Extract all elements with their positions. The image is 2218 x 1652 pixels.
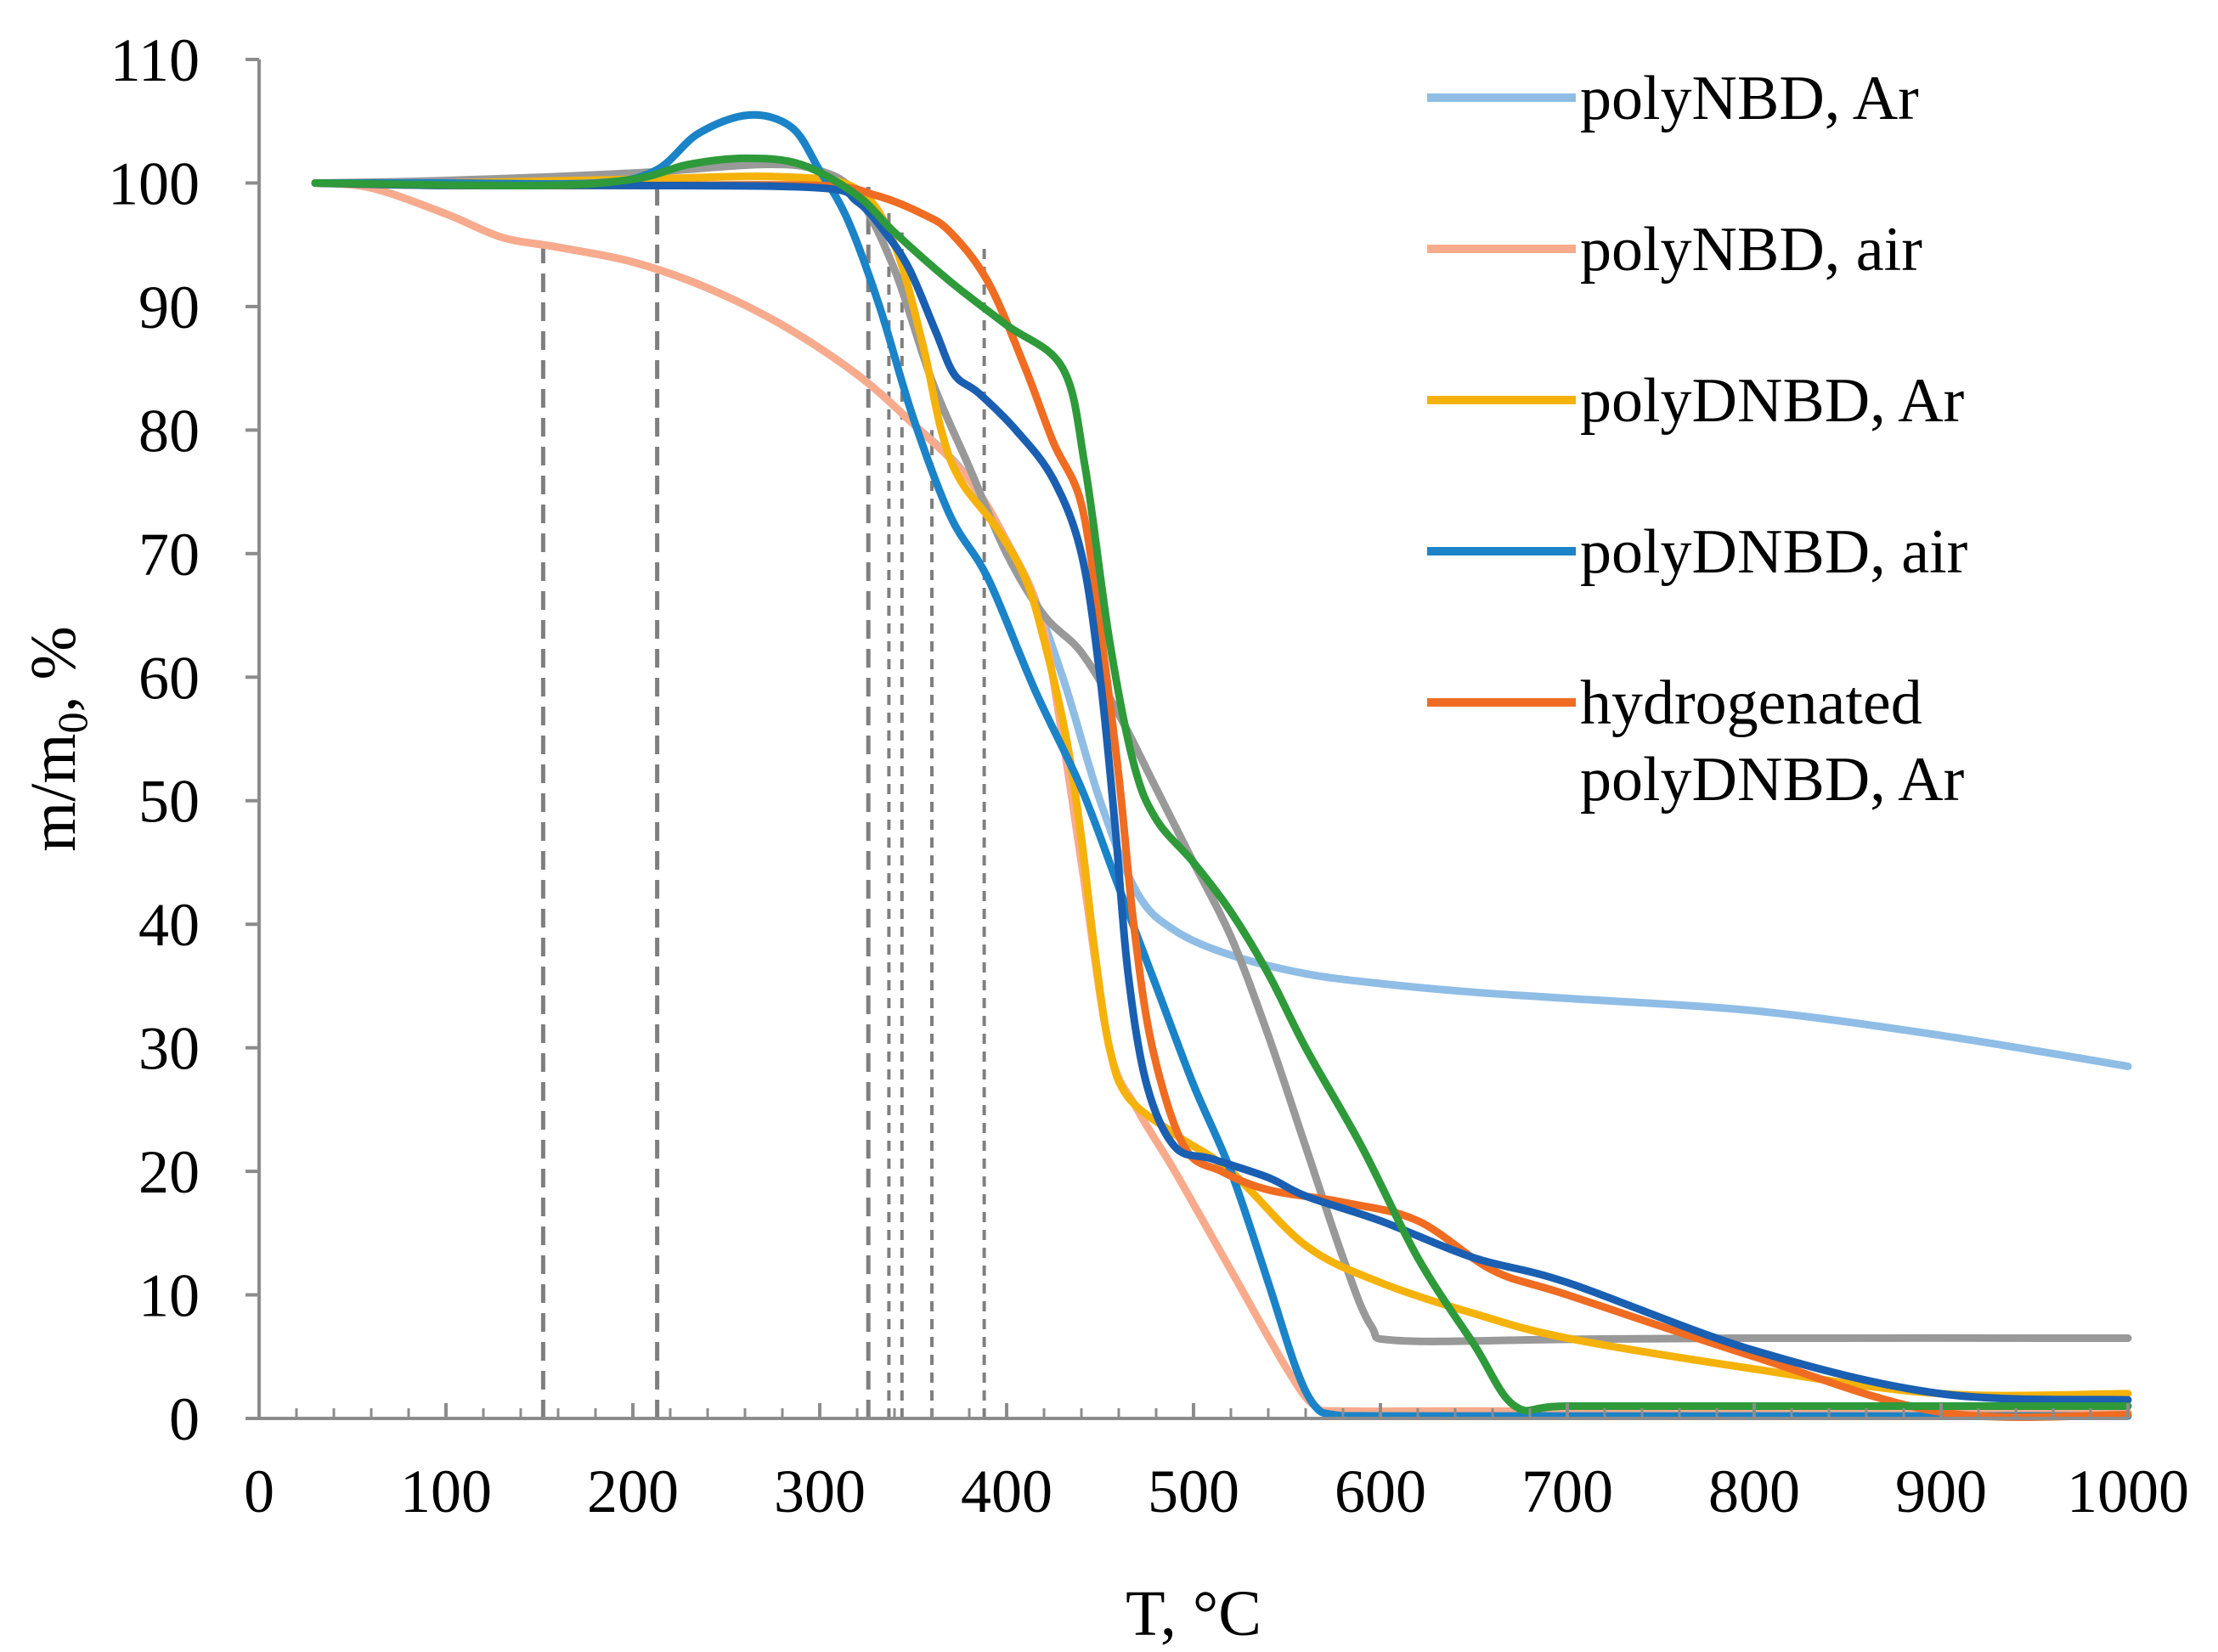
- x-tick-label: 300: [774, 1457, 866, 1525]
- y-tick-label: 60: [138, 644, 200, 712]
- legend-label-polydnbd-ar: polyDNBD, Ar: [1580, 366, 1964, 436]
- legend-label-hydrogenated-polydnbd-ar: polyDNBD, Ar: [1580, 745, 1964, 815]
- series-line-unlabeled-green: [311, 154, 2132, 1415]
- legend-label-polynbd-air: polyNBD, air: [1580, 215, 1922, 285]
- data-series: [311, 110, 2132, 1422]
- x-tick-label: 0: [244, 1457, 274, 1525]
- legend-label-polynbd-ar: polyNBD, Ar: [1580, 64, 1919, 133]
- y-axis-title: m/m0, %: [18, 626, 96, 852]
- y-axis-title-suffix: , %: [18, 626, 89, 712]
- y-tick-label: 100: [108, 149, 200, 217]
- series-line-polydnbd-air-line-2: [311, 179, 2132, 1404]
- y-ticks: 0 10 20 30 40 50 60 70 80 90 100 110: [108, 26, 259, 1453]
- y-tick-label: 0: [169, 1385, 200, 1453]
- y-tick-label: 70: [138, 521, 200, 589]
- legend: polyNBD, Ar polyNBD, air polyDNBD, Ar polyD…: [1427, 64, 1967, 815]
- axes: 0 10 20 30 40 50 60 70 80 90 100 110 0 100 200 300 400 5…: [108, 26, 2189, 1525]
- x-tick-label: 600: [1335, 1457, 1426, 1525]
- legend-label-hydrogenated-polydnbd-ar: hydrogenated: [1580, 668, 1922, 738]
- series-line-hydrogenated-polydnbd-ar: [311, 179, 2132, 1422]
- x-tick-label: 100: [400, 1457, 492, 1525]
- y-tick-label: 80: [138, 397, 200, 465]
- x-tick-label: 800: [1708, 1457, 1800, 1525]
- y-tick-label: 110: [110, 26, 200, 94]
- y-tick-label: 40: [138, 891, 200, 959]
- legend-label-polydnbd-air: polyDNBD, air: [1580, 517, 1967, 587]
- y-tick-label: 90: [138, 273, 200, 341]
- y-axis-title-main: m/m: [18, 733, 89, 851]
- x-tick-label: 500: [1148, 1457, 1239, 1525]
- reference-lines: [540, 183, 986, 1418]
- x-tick-label: 400: [961, 1457, 1053, 1525]
- x-tick-label: 700: [1521, 1457, 1613, 1525]
- y-tick-label: 50: [138, 768, 200, 836]
- y-tick-label: 20: [138, 1138, 200, 1206]
- y-tick-label: 30: [138, 1015, 200, 1083]
- x-tick-label: 1000: [2067, 1457, 2189, 1525]
- y-tick-label: 10: [138, 1262, 200, 1330]
- y-axis-title-subscript: 0: [48, 712, 96, 733]
- x-tick-label: 200: [587, 1457, 679, 1525]
- x-axis-title: T, °C: [1126, 1578, 1261, 1649]
- x-tick-label: 900: [1895, 1457, 1987, 1525]
- x-ticks: 0 100 200 300 400 500 600 700 800 900 1000: [244, 1403, 2189, 1525]
